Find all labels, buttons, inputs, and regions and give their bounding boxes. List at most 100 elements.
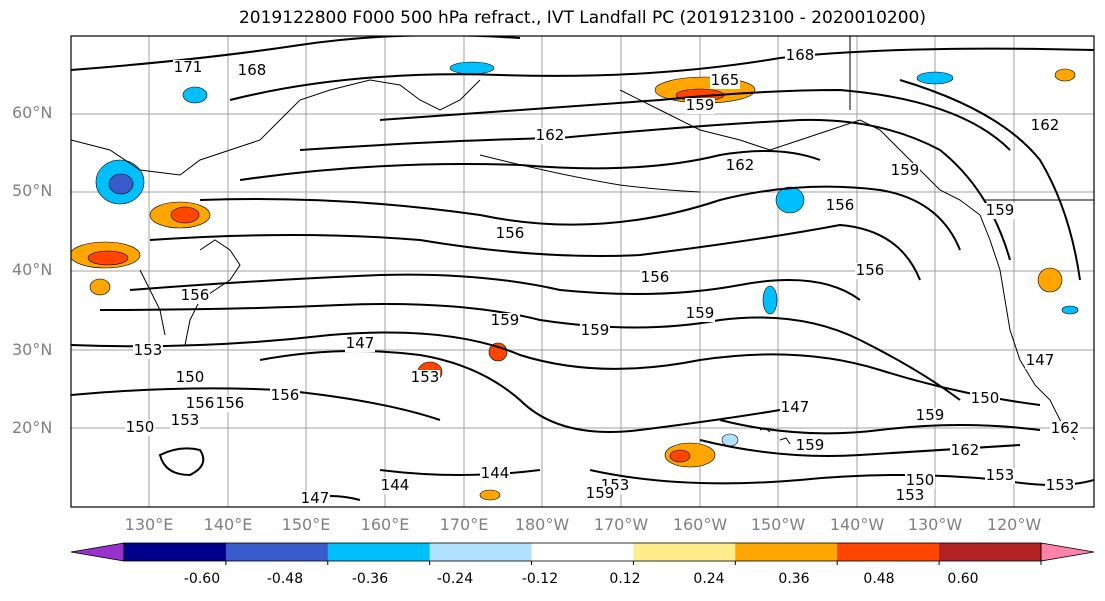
contour-label: 168 — [786, 46, 815, 64]
anomaly-patch — [1061, 305, 1079, 315]
contour-label: 168 — [238, 61, 267, 79]
contour-label: 159 — [986, 201, 1015, 219]
contour-label: 153 — [171, 411, 200, 429]
colorbar-segment — [429, 543, 533, 561]
colorbar-tick-label: -0.36 — [351, 571, 389, 587]
contour-label: 153 — [1046, 476, 1075, 494]
colorbar-tick-label: -0.12 — [521, 571, 559, 587]
contour-label-bg — [175, 370, 205, 386]
contour-label-bg — [380, 478, 410, 494]
contour-label-bg — [725, 158, 755, 174]
contour-label-bg — [300, 491, 330, 507]
contour-label-bg — [345, 336, 375, 352]
contour-label: 156 — [181, 286, 210, 304]
colorbar-extend-min — [70, 542, 125, 562]
contour-label-bg — [490, 313, 520, 329]
contour-label: 159 — [686, 304, 715, 322]
contour-label-bg — [970, 391, 1000, 407]
contour-label: 150 — [176, 368, 205, 386]
contour-label: 150 — [971, 389, 1000, 407]
colorbar-tick-label: 0.12 — [609, 571, 641, 587]
contour-162 — [299, 118, 1011, 261]
lat-label-60n: 60°N — [12, 103, 53, 122]
border-canada-us — [849, 36, 1094, 201]
contour-165 — [379, 88, 1011, 151]
contour-label-bg — [215, 396, 245, 412]
lon-label-170w: 170°W — [593, 515, 649, 534]
coastline-asia — [71, 79, 481, 346]
anomaly-patch — [108, 173, 134, 195]
lat-label-20n: 20°N — [12, 418, 53, 437]
contour-label-bg — [535, 128, 565, 144]
contour-label: 144 — [381, 476, 410, 494]
anomaly-patch — [170, 206, 200, 224]
anomaly-patch — [1037, 267, 1063, 293]
colorbar-segment — [531, 543, 634, 561]
contour-label: 153 — [134, 341, 163, 359]
contour-label-bg — [785, 48, 815, 64]
lon-label-150e: 150°E — [281, 515, 331, 534]
anomaly-patch — [87, 250, 129, 266]
colorbar-tick-label: -0.60 — [183, 571, 221, 587]
contour-171 — [71, 36, 521, 71]
contour-144 — [379, 469, 541, 476]
colorbar-tick-label: 0.48 — [863, 571, 895, 587]
contour-label-bg — [270, 388, 300, 404]
anomaly-patch — [775, 186, 805, 214]
contour-label-bg — [985, 468, 1015, 484]
anomaly-patch — [916, 71, 954, 85]
contour-label: 159 — [491, 311, 520, 329]
lon-label-150w: 150°W — [750, 515, 806, 534]
contour-labels: 171 1681681651621621621591591561561561561… — [125, 46, 1080, 507]
contour-label: 156 — [856, 261, 885, 279]
colorbar-segment — [633, 543, 736, 561]
contour-label: 144 — [481, 464, 510, 482]
contour-label: 156 — [186, 394, 215, 412]
colorbar-segment — [225, 543, 329, 561]
contour-label: 159 — [586, 484, 615, 502]
colorbar-segment — [735, 543, 838, 561]
contour-label: 153 — [896, 486, 925, 504]
contour-label-bg — [685, 306, 715, 322]
contour-162b — [239, 150, 821, 181]
anomaly-patch — [669, 449, 691, 463]
contour-label-bg — [185, 396, 215, 412]
contour-label: 162 — [951, 441, 980, 459]
contour-label-bg — [950, 443, 980, 459]
contour-label-bg — [585, 486, 615, 502]
contour-label-bg — [905, 473, 935, 489]
contour-label-bg — [480, 466, 510, 482]
contour-156a — [149, 223, 921, 281]
plot-frame — [70, 35, 1095, 508]
colorbar-segment — [837, 543, 940, 561]
lat-label-40n: 40°N — [12, 260, 53, 279]
lon-label-140e: 140°E — [203, 515, 253, 534]
contour-150 — [71, 331, 1041, 406]
contour-label-bg — [855, 263, 885, 279]
contour-label: 153 — [411, 368, 440, 386]
lon-label-170e: 170°E — [439, 515, 489, 534]
contour-label-bg — [133, 343, 163, 359]
contour-label: 162 — [726, 156, 755, 174]
contour-label-bg — [410, 370, 440, 386]
contour-label: 147 — [346, 334, 375, 352]
anomaly-patch — [721, 433, 739, 447]
contour-label-bg — [1025, 353, 1055, 369]
contour-159 — [199, 185, 961, 251]
colorbar-frame — [123, 542, 1042, 562]
contour-label-bg — [580, 323, 610, 339]
contour-label: 150 — [906, 471, 935, 489]
colorbar-segment — [327, 543, 431, 561]
map-title: 2019122800 F000 500 hPa refract., IVT La… — [238, 8, 926, 28]
contour-label-bg — [825, 198, 855, 214]
contour-156b — [129, 273, 861, 301]
contour-label: 156 — [641, 268, 670, 286]
contour-label-bg — [173, 60, 203, 76]
anomaly-patch — [762, 285, 778, 315]
contour-label-bg — [495, 226, 525, 242]
contour-label: 147 — [1026, 351, 1055, 369]
contour-label-bg — [170, 413, 200, 429]
colorbar — [70, 542, 1095, 565]
contour-label-bg — [890, 163, 920, 179]
contour-label-bg — [180, 288, 210, 304]
